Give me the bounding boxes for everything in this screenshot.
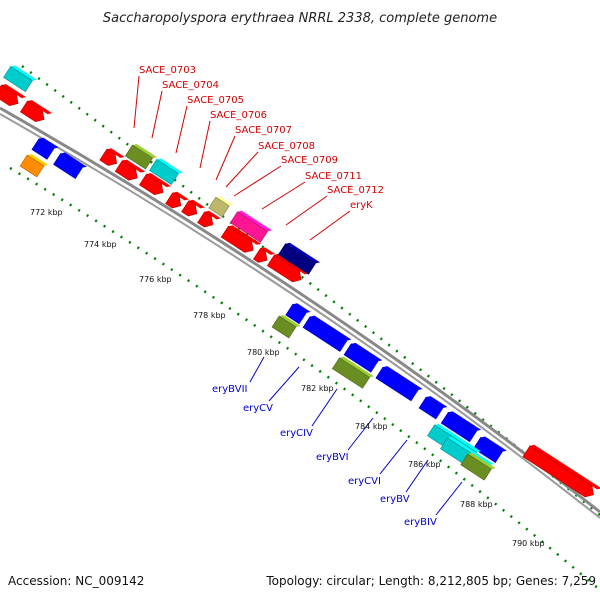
gene-label-forward[interactable]: SACE_0708 — [258, 141, 315, 152]
gene-erybiv-block[interactable] — [473, 435, 507, 464]
accession-text: Accession: NC_009142 — [8, 574, 144, 588]
scale-tick-label: 782 kbp — [301, 384, 334, 393]
gene-label-reverse[interactable]: eryBIV — [404, 517, 437, 528]
gene-label-forward[interactable]: SACE_0709 — [281, 155, 338, 166]
gene-cyan-edge[interactable] — [3, 64, 37, 93]
gene-erybvii[interactable] — [271, 313, 301, 339]
leader-reverse-5 — [405, 459, 429, 493]
scale-tick-label: 772 kbp — [30, 208, 63, 217]
scale-tick-label: 778 kbp — [193, 311, 226, 320]
gene-erybvi[interactable] — [331, 355, 375, 390]
gene-blue-784[interactable] — [418, 394, 448, 420]
gene-erycv[interactable] — [302, 314, 352, 353]
gene-erybv-block[interactable] — [440, 410, 482, 444]
gene-label-forward[interactable]: SACE_0711 — [305, 171, 362, 182]
gene-label-forward[interactable]: eryK — [350, 200, 373, 211]
gene-sace-0708[interactable] — [165, 190, 189, 213]
gene-sace-0710[interactable] — [197, 209, 221, 232]
leader-forward-2 — [175, 105, 188, 154]
gene-olive-788[interactable] — [460, 451, 496, 482]
gene-sace-0709[interactable] — [181, 198, 205, 221]
scale-tick-label: 790 kbp — [512, 539, 545, 548]
scale-tick-label: 784 kbp — [355, 422, 388, 431]
scale-ticks: 772 kbp 774 kbp 776 kbp 778 kbp 780 kbp 782 k… — [30, 208, 545, 548]
gene-labels: SACE_0703 SACE_0704 SACE_0705 SACE_0706 SACE… — [139, 65, 437, 528]
gene-sace-0706[interactable] — [114, 158, 146, 185]
gene-blue-780[interactable] — [285, 302, 311, 326]
leader-reverse-1 — [268, 366, 300, 402]
leader-forward-9 — [309, 210, 351, 241]
gene-label-forward[interactable]: SACE_0703 — [139, 65, 196, 76]
track-lines — [9, 64, 600, 591]
gene-label-forward[interactable]: SACE_0707 — [235, 125, 292, 136]
genome-summary-text: Topology: circular; Length: 8,212,805 bp… — [265, 574, 596, 588]
gene-sace-0712[interactable] — [229, 209, 273, 244]
scale-tick-label: 786 kbp — [408, 460, 441, 469]
backbone-line-inner — [0, 113, 600, 519]
leader-forward-5 — [225, 151, 259, 188]
gene-label-forward[interactable]: SACE_0706 — [210, 110, 267, 121]
gene-red-edge-1[interactable] — [0, 82, 27, 110]
gene-label-reverse[interactable]: eryBVII — [212, 384, 247, 395]
gene-label-reverse[interactable]: eryBV — [380, 494, 410, 505]
label-leader-lines — [133, 75, 463, 516]
gene-label-forward[interactable]: SACE_0705 — [187, 95, 244, 106]
scale-tick-label: 780 kbp — [247, 348, 280, 357]
leader-forward-3 — [199, 120, 211, 169]
gene-sace-0704[interactable] — [149, 157, 183, 186]
gene-sace-0707[interactable] — [138, 171, 172, 199]
gene-sace-0703[interactable] — [124, 142, 158, 170]
leader-forward-7 — [261, 181, 306, 210]
backbone-line-outer — [0, 106, 600, 514]
gene-eryk[interactable] — [277, 241, 321, 276]
gene-sace-0714[interactable] — [253, 246, 275, 268]
gene-label-reverse[interactable]: eryCV — [243, 403, 273, 414]
gene-label-reverse[interactable]: eryCIV — [280, 428, 313, 439]
gene-erycvi-block[interactable] — [343, 341, 383, 374]
gene-erycvi[interactable] — [375, 364, 423, 402]
gene-label-forward[interactable]: SACE_0704 — [162, 80, 219, 91]
dots-outer-track — [21, 64, 600, 516]
gene-label-reverse[interactable]: eryCVI — [348, 476, 381, 487]
leader-forward-4 — [215, 135, 236, 181]
leader-reverse-6 — [435, 481, 463, 516]
leader-reverse-0 — [249, 356, 265, 383]
leader-forward-0 — [133, 75, 140, 129]
dots-inner-track — [9, 166, 600, 591]
gene-blue-left-2[interactable] — [53, 151, 87, 180]
leader-forward-6 — [233, 165, 282, 197]
genome-title: Saccharopolyspora erythraea NRRL 2338, c… — [103, 11, 497, 26]
gene-red-edge-2[interactable] — [19, 98, 53, 126]
gene-blue-left-1[interactable] — [31, 136, 59, 161]
gene-sace-0713[interactable] — [220, 224, 262, 258]
gene-sace-0711[interactable] — [208, 195, 234, 219]
leader-reverse-3 — [347, 417, 374, 451]
scale-tick-label: 788 kbp — [460, 500, 493, 509]
leader-forward-8 — [285, 195, 328, 226]
scale-tick-label: 776 kbp — [139, 275, 172, 284]
gene-red-large[interactable] — [522, 443, 600, 502]
genome-backbone — [0, 106, 600, 519]
gene-label-forward[interactable]: SACE_0712 — [327, 185, 384, 196]
gene-sace-0705[interactable] — [99, 147, 125, 171]
leader-reverse-2 — [311, 388, 338, 427]
gene-label-reverse[interactable]: eryBVI — [316, 452, 349, 463]
leader-reverse-4 — [379, 439, 408, 475]
gene-features — [0, 64, 600, 502]
gene-orange-left[interactable] — [19, 152, 49, 178]
scale-tick-label: 774 kbp — [84, 240, 117, 249]
leader-forward-1 — [151, 90, 163, 139]
